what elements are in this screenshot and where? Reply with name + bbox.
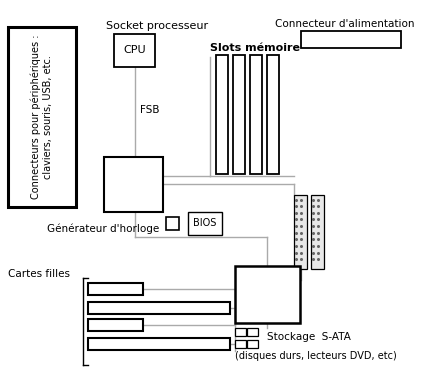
Bar xyxy=(301,31,401,48)
Bar xyxy=(233,56,245,174)
Bar xyxy=(114,34,155,67)
Text: CPU: CPU xyxy=(123,45,146,55)
Bar xyxy=(247,340,258,349)
Bar xyxy=(104,157,163,212)
Bar xyxy=(216,56,227,174)
Text: Générateur d'horloge: Générateur d'horloge xyxy=(48,223,160,234)
Bar xyxy=(311,195,324,269)
Bar xyxy=(235,327,246,336)
Bar xyxy=(235,266,300,323)
Bar xyxy=(88,319,143,331)
Bar xyxy=(247,327,258,336)
Text: Stockage  S-ATA: Stockage S-ATA xyxy=(268,332,351,342)
Bar xyxy=(188,212,222,235)
Bar xyxy=(250,56,262,174)
Bar xyxy=(7,27,76,207)
Bar xyxy=(88,338,231,350)
Text: Socket processeur: Socket processeur xyxy=(106,21,208,31)
Text: Slots mémoire: Slots mémoire xyxy=(210,43,301,53)
Text: FSB: FSB xyxy=(140,105,160,115)
Bar xyxy=(166,217,179,230)
Text: (disques durs, lecteurs DVD, etc): (disques durs, lecteurs DVD, etc) xyxy=(235,351,397,361)
Bar xyxy=(294,195,307,269)
Bar xyxy=(88,302,231,314)
Bar xyxy=(268,56,279,174)
Bar xyxy=(235,340,246,349)
Text: Connecteurs pour périphériques :
claviers, souris, USB, etc.: Connecteurs pour périphériques : clavier… xyxy=(31,35,53,199)
Text: Connecteur d'alimentation: Connecteur d'alimentation xyxy=(275,20,414,29)
Bar xyxy=(88,283,143,295)
Text: BIOS: BIOS xyxy=(193,218,216,228)
Text: Cartes filles: Cartes filles xyxy=(7,269,70,279)
